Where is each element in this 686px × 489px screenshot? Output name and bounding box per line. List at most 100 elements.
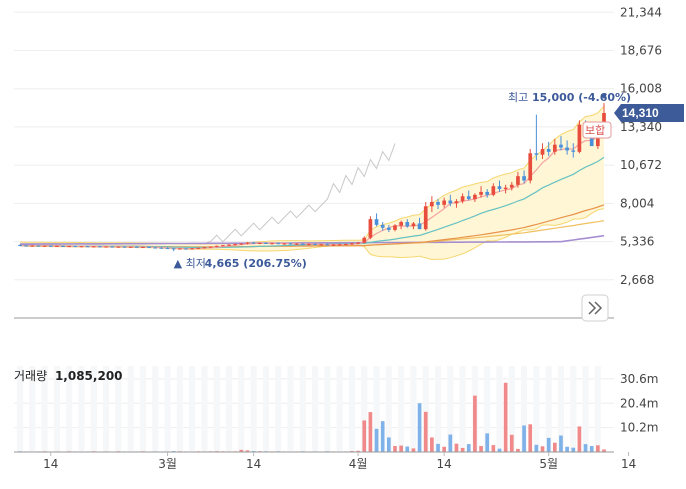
candle-body: [509, 184, 514, 188]
candle-body: [546, 148, 551, 152]
volume-bar: [356, 450, 360, 452]
unchanged-tag-label: 보합: [585, 124, 605, 137]
bollinger-band-area: [20, 106, 604, 260]
candle-body: [165, 248, 170, 250]
x-axis-tick-label: 3월: [158, 457, 177, 471]
volume-bar: [540, 446, 545, 452]
candle-body: [399, 222, 403, 226]
volume-bar: [442, 446, 447, 452]
candle-body: [559, 144, 563, 148]
candle-body: [171, 248, 176, 250]
volume-column-stripe: [275, 366, 282, 452]
candle-body: [528, 153, 533, 181]
candle-body: [147, 246, 151, 248]
candle-body: [134, 246, 139, 248]
volume-bar: [368, 412, 373, 452]
candle-body: [91, 246, 96, 248]
volume-column-stripe: [348, 366, 356, 452]
candle-body: [177, 248, 182, 250]
candle-body: [184, 248, 188, 250]
x-axis-tick-label: 14: [437, 457, 452, 471]
volume-bar: [485, 433, 490, 452]
candle-body: [159, 247, 164, 249]
candle-body: [386, 227, 391, 230]
volume-bar: [393, 446, 397, 452]
volume-column-stripe: [459, 366, 466, 452]
volume-bar: [430, 437, 434, 452]
volume-column-stripe: [447, 366, 454, 452]
volume-bar: [436, 443, 440, 452]
volume-bar: [596, 445, 600, 452]
candle-body: [288, 243, 293, 245]
volume-bar: [602, 449, 606, 452]
candle-body: [264, 242, 268, 244]
volume-bar: [546, 437, 551, 452]
volume-column-stripe: [29, 366, 36, 452]
volume-column-stripe: [361, 366, 368, 452]
candle-body: [48, 245, 53, 247]
candle-body: [522, 176, 526, 181]
volume-column-stripe: [189, 366, 196, 452]
candle-body: [552, 144, 557, 152]
low-price-annotation: ▲ 최저 4,665 (206.75%): [174, 257, 307, 270]
candle-body: [380, 224, 385, 228]
volume-bar: [497, 448, 502, 452]
candle-body: [128, 246, 133, 248]
candle-body: [214, 245, 219, 247]
volume-column-stripe: [139, 366, 147, 452]
candle-body: [24, 245, 28, 247]
volume-bar: [491, 445, 496, 452]
price-y-tick-label: 5,336: [620, 235, 654, 249]
volume-column-stripe: [533, 366, 540, 452]
bollinger-upper-line: [19, 105, 605, 245]
volume-column-stripe: [434, 366, 442, 452]
volume-column-stripe: [508, 366, 515, 452]
volume-column-stripe: [78, 366, 85, 452]
price-y-tick-label: 16,008: [620, 82, 662, 96]
candle-body: [61, 245, 65, 247]
candle-body: [55, 245, 59, 247]
candle-body: [307, 244, 311, 246]
candle-body: [405, 222, 410, 227]
high-label-prefix: 최고: [508, 91, 528, 104]
candle-body: [190, 248, 194, 250]
high-label-value: 15,000 (-4.60%): [532, 91, 631, 104]
candle-body: [282, 243, 287, 245]
volume-column-stripe: [201, 366, 208, 452]
candle-body: [596, 133, 600, 147]
volume-column-stripe: [521, 366, 528, 452]
volume-bar: [460, 447, 465, 452]
volume-bar: [405, 446, 410, 452]
candle-body: [466, 196, 471, 200]
volume-y-tick-label: 20.4m: [620, 396, 658, 410]
volume-panel: 거래량 1,085,200 30.6m 20.4m 10.2m: [14, 366, 658, 453]
high-arrow-icon: [601, 94, 607, 100]
volume-column-stripe: [250, 366, 257, 452]
candle-body: [122, 246, 127, 248]
volume-bar: [552, 442, 557, 452]
candle-body: [516, 176, 520, 185]
candle-body: [30, 245, 35, 247]
candle-body: [18, 244, 22, 246]
candle-body: [110, 246, 115, 248]
candle-body: [460, 196, 465, 202]
double-chevron-right-icon[interactable]: [588, 301, 603, 315]
candle-body: [227, 244, 231, 246]
candle-body: [319, 244, 324, 246]
volume-column-stripe: [287, 366, 294, 452]
price-y-tick-label: 13,340: [620, 120, 662, 134]
volume-column-stripe: [41, 366, 48, 452]
volume-column-stripe: [176, 366, 183, 452]
candle-body: [442, 200, 447, 205]
price-y-axis: 21,344 18,676 16,008 13,340 10,672 8,004 5,336…: [620, 5, 662, 287]
candle-body: [393, 225, 397, 230]
expand-chart-button[interactable]: [581, 294, 609, 322]
volume-y-axis: 30.6m 20.4m 10.2m: [620, 372, 658, 435]
candle-body: [196, 247, 201, 249]
volume-bar: [454, 443, 459, 452]
volume-title-label: 거래량: [14, 369, 47, 383]
high-price-annotation: 최고 15,000 (-4.60%): [508, 91, 631, 104]
candle-body: [343, 244, 348, 246]
volume-column-stripe: [115, 366, 122, 452]
candle-body: [36, 245, 41, 247]
